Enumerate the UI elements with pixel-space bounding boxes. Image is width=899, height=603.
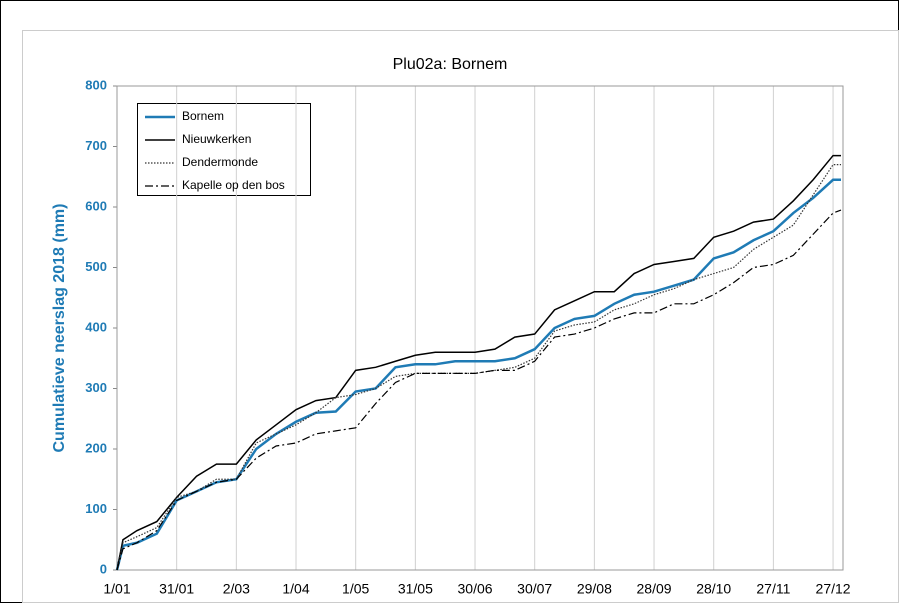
legend-label: Nieuwkerken [182,132,251,146]
y-tick-label: 800 [85,77,107,92]
legend-label: Kapelle op den bos [182,178,285,192]
chart-title: Plu02a: Bornem [393,56,508,73]
series-line [115,178,842,571]
x-tick-label: 1/05 [342,581,369,597]
y-tick-label: 600 [85,198,107,213]
x-tick-label: 28/10 [696,581,731,597]
x-tick-label: 1/01 [103,581,130,597]
y-tick-label: 0 [100,561,107,576]
x-tick-label: 31/01 [159,581,194,597]
y-tick-label: 700 [85,138,107,153]
x-tick-label: 27/11 [756,581,790,597]
y-tick-label: 200 [85,440,107,455]
x-tick-label: 1/04 [282,581,309,597]
plot-area [116,85,844,571]
x-tick-label: 30/06 [458,581,493,597]
legend-label: Bornem [182,109,224,123]
x-tick-label: 28/09 [637,581,672,597]
x-tick-label: 31/05 [398,581,433,597]
x-tick-label: 29/08 [577,581,612,597]
series-line [116,164,842,571]
series-line [116,154,842,571]
y-axis-label: Cumulatieve neerslag 2018 (mm) [51,204,68,453]
y-tick-label: 500 [85,259,107,274]
y-tick-label: 100 [85,501,107,516]
legend-label: Dendermonde [182,155,258,169]
legend [137,103,311,196]
y-tick-label: 400 [85,319,107,334]
y-tick-label: 300 [85,380,107,395]
series-line [116,209,842,571]
x-tick-label: 30/07 [517,581,552,597]
x-tick-label: 2/03 [223,581,250,597]
x-tick-label: 27/12 [816,581,851,597]
